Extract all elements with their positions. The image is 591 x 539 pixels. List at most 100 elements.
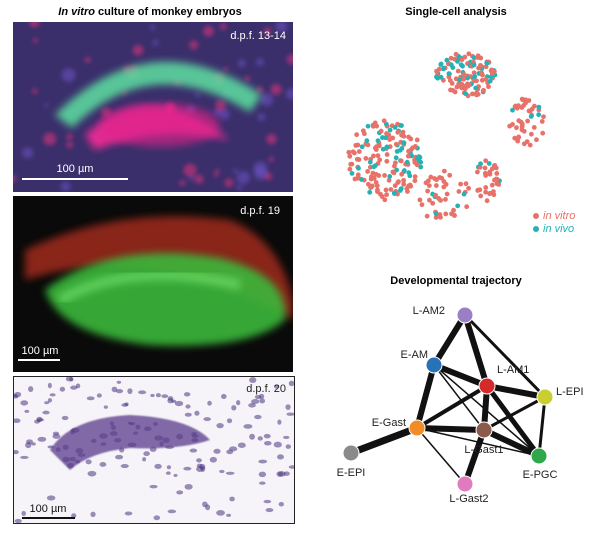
cell-point bbox=[460, 63, 465, 69]
cell-point bbox=[352, 150, 357, 156]
cell-point bbox=[415, 155, 421, 161]
cell bbox=[96, 393, 102, 398]
node-label: L-Gast1 bbox=[464, 444, 503, 456]
cell-point bbox=[439, 175, 445, 181]
cell bbox=[14, 518, 22, 524]
cell-blob bbox=[66, 141, 74, 149]
edge bbox=[432, 362, 489, 389]
cell-blob bbox=[275, 22, 288, 33]
node bbox=[408, 419, 426, 437]
cell-blob bbox=[253, 161, 268, 176]
cell-point bbox=[438, 197, 443, 203]
cell-point bbox=[528, 131, 534, 137]
scale-label: 100 µm bbox=[57, 163, 94, 175]
cell-point bbox=[474, 78, 479, 84]
cell-point bbox=[391, 190, 397, 196]
cell bbox=[277, 454, 284, 460]
cell bbox=[174, 400, 184, 407]
cell bbox=[263, 499, 272, 504]
cell-point bbox=[484, 198, 490, 204]
cell-point bbox=[407, 182, 413, 188]
cell-point bbox=[455, 203, 461, 209]
cell-blob bbox=[152, 39, 159, 46]
cell-point bbox=[536, 104, 542, 110]
cell bbox=[176, 490, 184, 495]
cell bbox=[259, 398, 266, 404]
cell-point bbox=[484, 60, 490, 66]
cell-point bbox=[392, 125, 398, 130]
cell-point bbox=[447, 172, 453, 178]
cell-blob bbox=[236, 171, 250, 185]
cell-blob bbox=[29, 22, 40, 28]
cell-point bbox=[374, 183, 380, 189]
cell-point bbox=[370, 123, 376, 129]
cell-blob bbox=[260, 93, 274, 107]
cell bbox=[69, 377, 74, 382]
cell-point bbox=[401, 140, 406, 146]
title-rest: culture of monkey embryos bbox=[98, 6, 242, 18]
cell-point bbox=[354, 132, 360, 138]
node bbox=[342, 444, 360, 462]
cell-point bbox=[536, 112, 542, 118]
cell-point bbox=[532, 103, 537, 109]
node bbox=[536, 388, 554, 406]
cell bbox=[226, 418, 233, 424]
cell bbox=[149, 484, 158, 489]
cell-point bbox=[452, 89, 458, 95]
cell bbox=[237, 442, 246, 448]
cell-point bbox=[367, 159, 373, 165]
stage-label: d.p.f. 20 bbox=[246, 383, 286, 395]
cell bbox=[124, 402, 129, 407]
cell bbox=[111, 386, 118, 393]
cell bbox=[194, 410, 200, 416]
cell bbox=[166, 465, 172, 470]
imaging-title: In vitro culture of monkey embryos bbox=[58, 6, 241, 18]
cell bbox=[143, 451, 150, 457]
cell bbox=[273, 384, 279, 389]
cell bbox=[153, 515, 161, 521]
cell bbox=[273, 441, 282, 448]
cell bbox=[25, 442, 32, 449]
cell-blob bbox=[285, 88, 293, 100]
cell bbox=[49, 393, 56, 397]
cell-point bbox=[465, 83, 471, 89]
cell-point bbox=[455, 68, 461, 74]
cell-point bbox=[512, 135, 518, 141]
node-label: E-Gast bbox=[372, 417, 406, 429]
cell-point bbox=[541, 114, 546, 120]
cell-point bbox=[384, 144, 390, 150]
cell bbox=[225, 471, 235, 475]
cell-point bbox=[404, 159, 410, 165]
cell bbox=[207, 400, 212, 406]
cell-point bbox=[433, 211, 439, 217]
cell-point bbox=[373, 171, 379, 177]
cell-blob bbox=[232, 168, 239, 174]
cell-point bbox=[478, 161, 483, 167]
cell-point bbox=[459, 81, 465, 87]
cell-point bbox=[510, 107, 515, 113]
cell bbox=[124, 511, 133, 516]
cell bbox=[265, 508, 274, 513]
cell-point bbox=[471, 62, 477, 68]
cell-point bbox=[432, 176, 437, 181]
cell-point bbox=[405, 189, 410, 194]
cell-point bbox=[367, 164, 373, 170]
cell-point bbox=[380, 146, 386, 152]
cell-point bbox=[372, 163, 378, 169]
cell-point bbox=[387, 174, 393, 179]
cell-blob bbox=[236, 184, 242, 191]
cell-point bbox=[365, 123, 371, 129]
cell-point bbox=[395, 129, 401, 135]
cell-blob bbox=[189, 40, 199, 50]
edge bbox=[433, 364, 485, 431]
cell-point bbox=[493, 165, 499, 171]
cell-point bbox=[487, 191, 492, 197]
cell-point bbox=[347, 153, 353, 159]
cell-point bbox=[512, 104, 518, 110]
cell-blob bbox=[132, 44, 144, 56]
cell-point bbox=[419, 202, 425, 208]
edge bbox=[433, 364, 540, 457]
node-label: L-AM1 bbox=[497, 364, 529, 376]
title-italic: In vitro bbox=[58, 6, 95, 18]
cell bbox=[219, 469, 225, 474]
